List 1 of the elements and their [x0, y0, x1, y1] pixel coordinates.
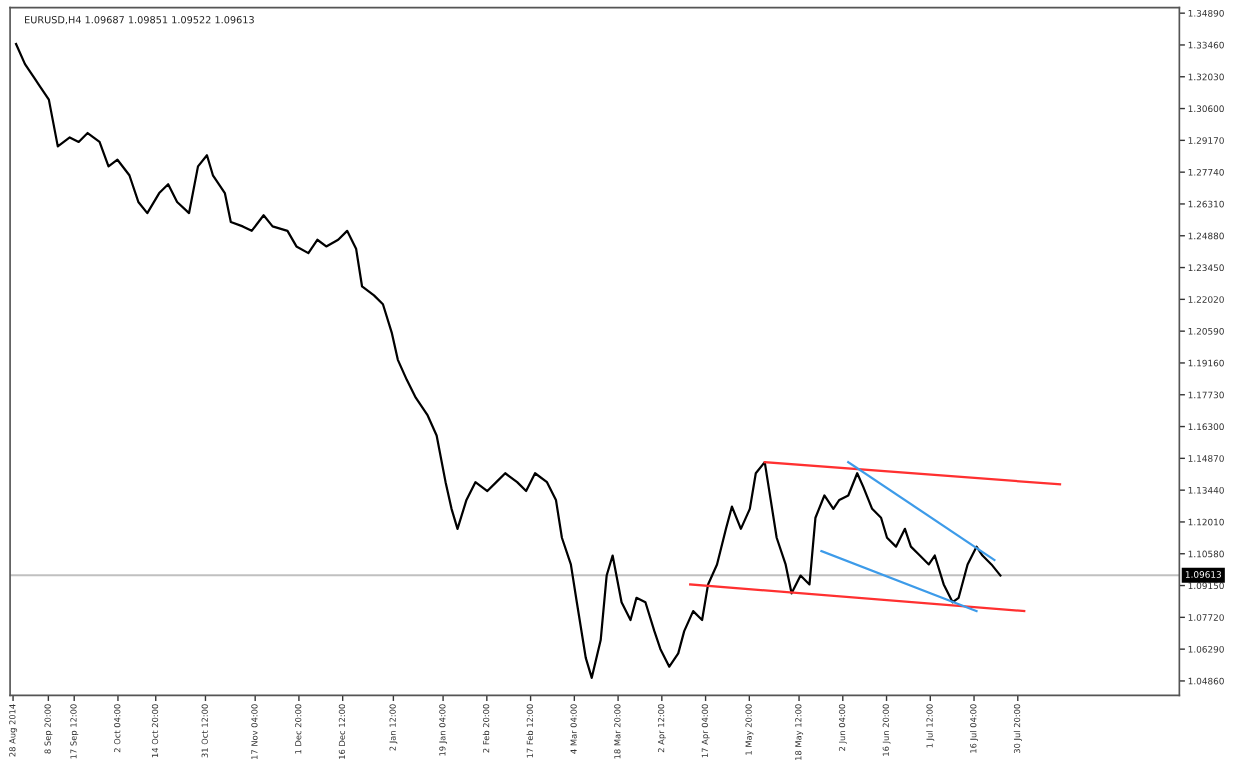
line-series — [14, 42, 1002, 679]
